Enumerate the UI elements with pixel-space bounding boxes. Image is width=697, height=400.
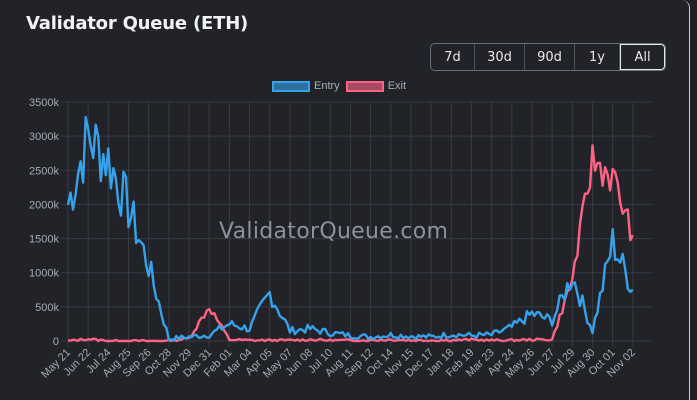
legend-item-exit[interactable]: Exit (345, 80, 407, 92)
svg-text:2500k: 2500k (29, 165, 59, 177)
svg-text:500k: 500k (35, 302, 59, 314)
svg-text:1000k: 1000k (29, 268, 59, 280)
svg-text:0: 0 (53, 336, 59, 348)
y-axis-labels: 0 500k 1000k 1500k 2000k 2500k 3000k 3500k (29, 97, 59, 348)
entry-series-line (66, 115, 634, 342)
chart-title: Validator Queue (ETH) (26, 13, 249, 34)
legend-item-entry[interactable]: Entry (272, 80, 340, 92)
range-button-1y[interactable]: 1y (575, 44, 620, 70)
exit-swatch-icon (345, 80, 384, 92)
watermark: ValidatorQueue.com (219, 219, 449, 244)
svg-text:2000k: 2000k (29, 199, 59, 211)
svg-text:1500k: 1500k (29, 234, 59, 246)
range-button-7d[interactable]: 7d (431, 44, 475, 70)
entry-swatch-icon (272, 80, 310, 92)
exit-series-line (67, 144, 634, 343)
range-button-all[interactable]: All (620, 44, 665, 70)
legend-label-entry: Entry (314, 80, 340, 92)
chart-legend: Entry Exit (272, 80, 406, 92)
range-button-30d[interactable]: 30d (475, 44, 525, 70)
legend-label-exit: Exit (387, 80, 407, 92)
svg-text:3000k: 3000k (29, 131, 59, 143)
range-button-90d[interactable]: 90d (525, 44, 575, 70)
time-range-selector: 7d 30d 90d 1y All (430, 43, 666, 71)
svg-text:3500k: 3500k (29, 97, 59, 109)
